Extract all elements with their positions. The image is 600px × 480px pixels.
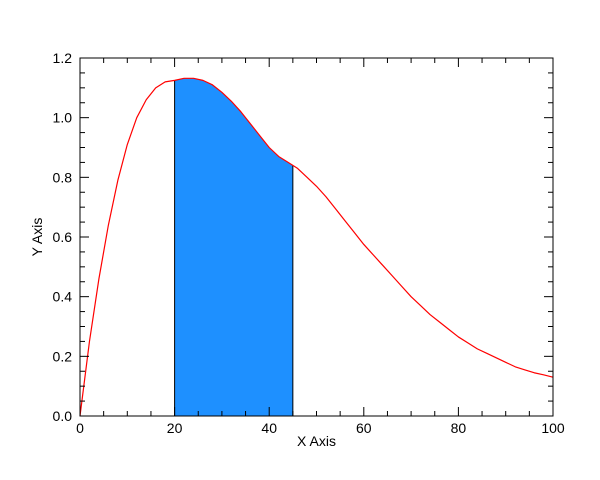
y-tick-label: 0.4 (53, 289, 73, 305)
x-tick-label: 100 (541, 420, 565, 436)
series-line (79, 77, 554, 417)
x-tick-label: 40 (261, 420, 277, 436)
plot-area (79, 77, 554, 417)
y-tick-label: 0.8 (53, 169, 73, 185)
y-tick-label: 1.0 (53, 110, 73, 126)
y-tick-label: 0.2 (53, 348, 73, 364)
x-axis-label: X Axis (297, 433, 336, 449)
x-tick-label: 60 (356, 420, 372, 436)
y-tick-label: 1.2 (53, 50, 73, 66)
shaded-area (174, 78, 293, 416)
y-tick-label: 0.6 (53, 229, 73, 245)
plot-frame (79, 57, 554, 417)
x-tick-label: 20 (167, 420, 183, 436)
x-tick-label: 80 (451, 420, 467, 436)
x-tick-label: 0 (76, 420, 84, 436)
tick-labels: 0 20 40 60 80 100 0.0 0.2 0.4 0.6 0.8 1.0 1.2 (53, 50, 565, 436)
y-axis-label: Y Axis (29, 218, 45, 257)
y-tick-label: 0.0 (53, 408, 73, 424)
